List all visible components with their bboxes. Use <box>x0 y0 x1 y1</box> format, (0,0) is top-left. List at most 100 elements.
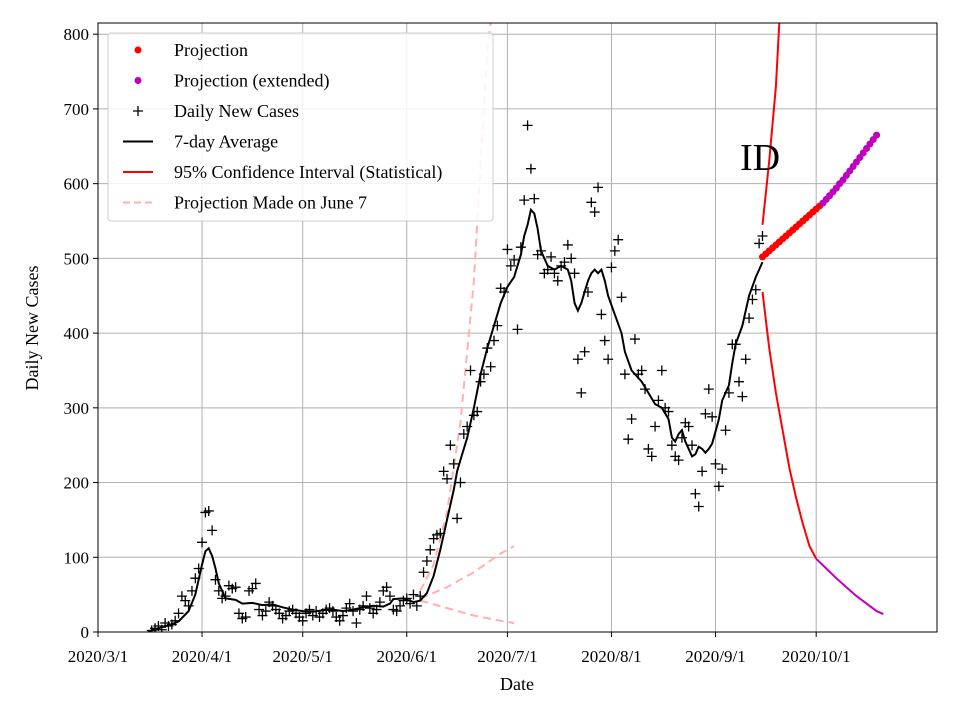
daily-case-point <box>730 339 741 350</box>
daily-case-point <box>733 376 744 387</box>
daily-case-point <box>693 501 704 512</box>
daily-case-point <box>603 354 614 365</box>
daily-case-point <box>425 544 436 555</box>
95-ci-upper-line <box>761 23 781 225</box>
daily-case-point <box>515 242 526 253</box>
daily-case-point <box>311 606 322 617</box>
daily-case-point <box>569 268 580 279</box>
7-day-average-line <box>148 207 764 632</box>
daily-case-point <box>475 376 486 387</box>
daily-case-point <box>190 573 201 584</box>
daily-case-point <box>623 434 634 445</box>
daily-case-point <box>613 234 624 245</box>
legend-7-day-average-label: 7-day Average <box>174 132 278 152</box>
daily-case-point <box>593 182 604 193</box>
daily-case-point <box>348 606 359 617</box>
daily-case-point <box>636 365 647 376</box>
legend-projection-marker <box>134 46 142 54</box>
y-tick-label: 500 <box>64 249 90 268</box>
95-ci-lower-extended-line <box>815 558 884 616</box>
daily-case-point <box>220 591 231 602</box>
legend-projection-extended-label: Projection (extended) <box>174 71 329 92</box>
daily-case-point <box>472 406 483 417</box>
plot-frame <box>97 22 938 633</box>
daily-case-point <box>260 606 271 617</box>
daily-case-point <box>391 606 402 617</box>
daily-case-point <box>233 608 244 619</box>
daily-case-point <box>371 604 382 615</box>
daily-case-point <box>683 421 694 432</box>
daily-case-point <box>455 477 466 488</box>
daily-case-point <box>458 428 469 439</box>
legend-daily-new-cases-marker <box>133 106 143 116</box>
daily-case-point <box>401 593 412 604</box>
daily-case-point <box>183 600 194 611</box>
plot-area <box>146 23 884 632</box>
daily-case-point <box>673 455 684 466</box>
daily-case-point <box>408 589 419 600</box>
daily-case-point <box>395 600 406 611</box>
june-7-mid-line <box>419 545 515 600</box>
daily-case-point <box>203 505 214 516</box>
daily-case-point <box>690 488 701 499</box>
daily-case-point <box>720 425 731 436</box>
daily-case-point <box>707 411 718 422</box>
daily-case-point <box>156 624 167 632</box>
daily-case-point <box>502 244 513 255</box>
daily-case-point <box>465 365 476 376</box>
y-axis-label: Daily New Cases <box>22 266 42 391</box>
x-tick-label: 2020/7/1 <box>477 647 537 666</box>
y-tick-label: 100 <box>64 548 90 567</box>
daily-case-point <box>519 195 530 206</box>
daily-case-point <box>579 346 590 357</box>
daily-case-point <box>193 563 204 574</box>
daily-case-point <box>180 595 191 606</box>
daily-case-point <box>482 343 493 354</box>
daily-case-point <box>207 525 218 536</box>
daily-case-point <box>549 268 560 279</box>
legend-projection-extended-marker <box>134 77 142 84</box>
y-tick-label: 700 <box>64 100 90 119</box>
daily-case-point <box>723 387 734 398</box>
daily-case-point <box>606 262 617 273</box>
daily-case-point <box>173 608 184 619</box>
daily-case-point <box>589 207 600 218</box>
daily-case-point <box>559 257 570 268</box>
x-tick-label: 2020/9/1 <box>685 647 745 666</box>
daily-case-point <box>542 264 553 275</box>
daily-case-point <box>512 324 523 335</box>
daily-case-point <box>492 320 503 331</box>
daily-case-point <box>653 395 664 406</box>
daily-case-point <box>626 414 637 425</box>
daily-case-point <box>448 458 459 469</box>
daily-case-point <box>213 585 224 596</box>
daily-case-point <box>643 443 654 454</box>
daily-case-point <box>619 369 630 380</box>
daily-case-point <box>297 615 308 626</box>
legend-projection-made-on-june-7-label: Projection Made on June 7 <box>174 193 367 213</box>
daily-case-point <box>411 600 422 611</box>
daily-case-point <box>697 466 708 477</box>
daily-case-point <box>710 458 721 469</box>
daily-case-point <box>700 408 711 419</box>
daily-case-point <box>586 197 597 208</box>
daily-case-point <box>596 309 607 320</box>
daily-case-point <box>304 604 315 615</box>
daily-case-point <box>505 260 516 271</box>
y-tick-label: 0 <box>81 623 90 642</box>
daily-case-point <box>334 615 345 626</box>
daily-case-point <box>737 391 748 402</box>
daily-case-point <box>713 481 724 492</box>
daily-case-point <box>656 365 667 376</box>
daily-case-point <box>687 440 698 451</box>
legend-box <box>107 32 494 222</box>
daily-case-point <box>435 528 446 539</box>
daily-case-point <box>485 361 496 372</box>
daily-case-point <box>754 238 765 249</box>
daily-case-point <box>438 466 449 477</box>
y-tick-label: 300 <box>64 399 90 418</box>
daily-case-point <box>609 245 620 256</box>
daily-case-point <box>650 421 661 432</box>
daily-case-point <box>374 597 385 608</box>
